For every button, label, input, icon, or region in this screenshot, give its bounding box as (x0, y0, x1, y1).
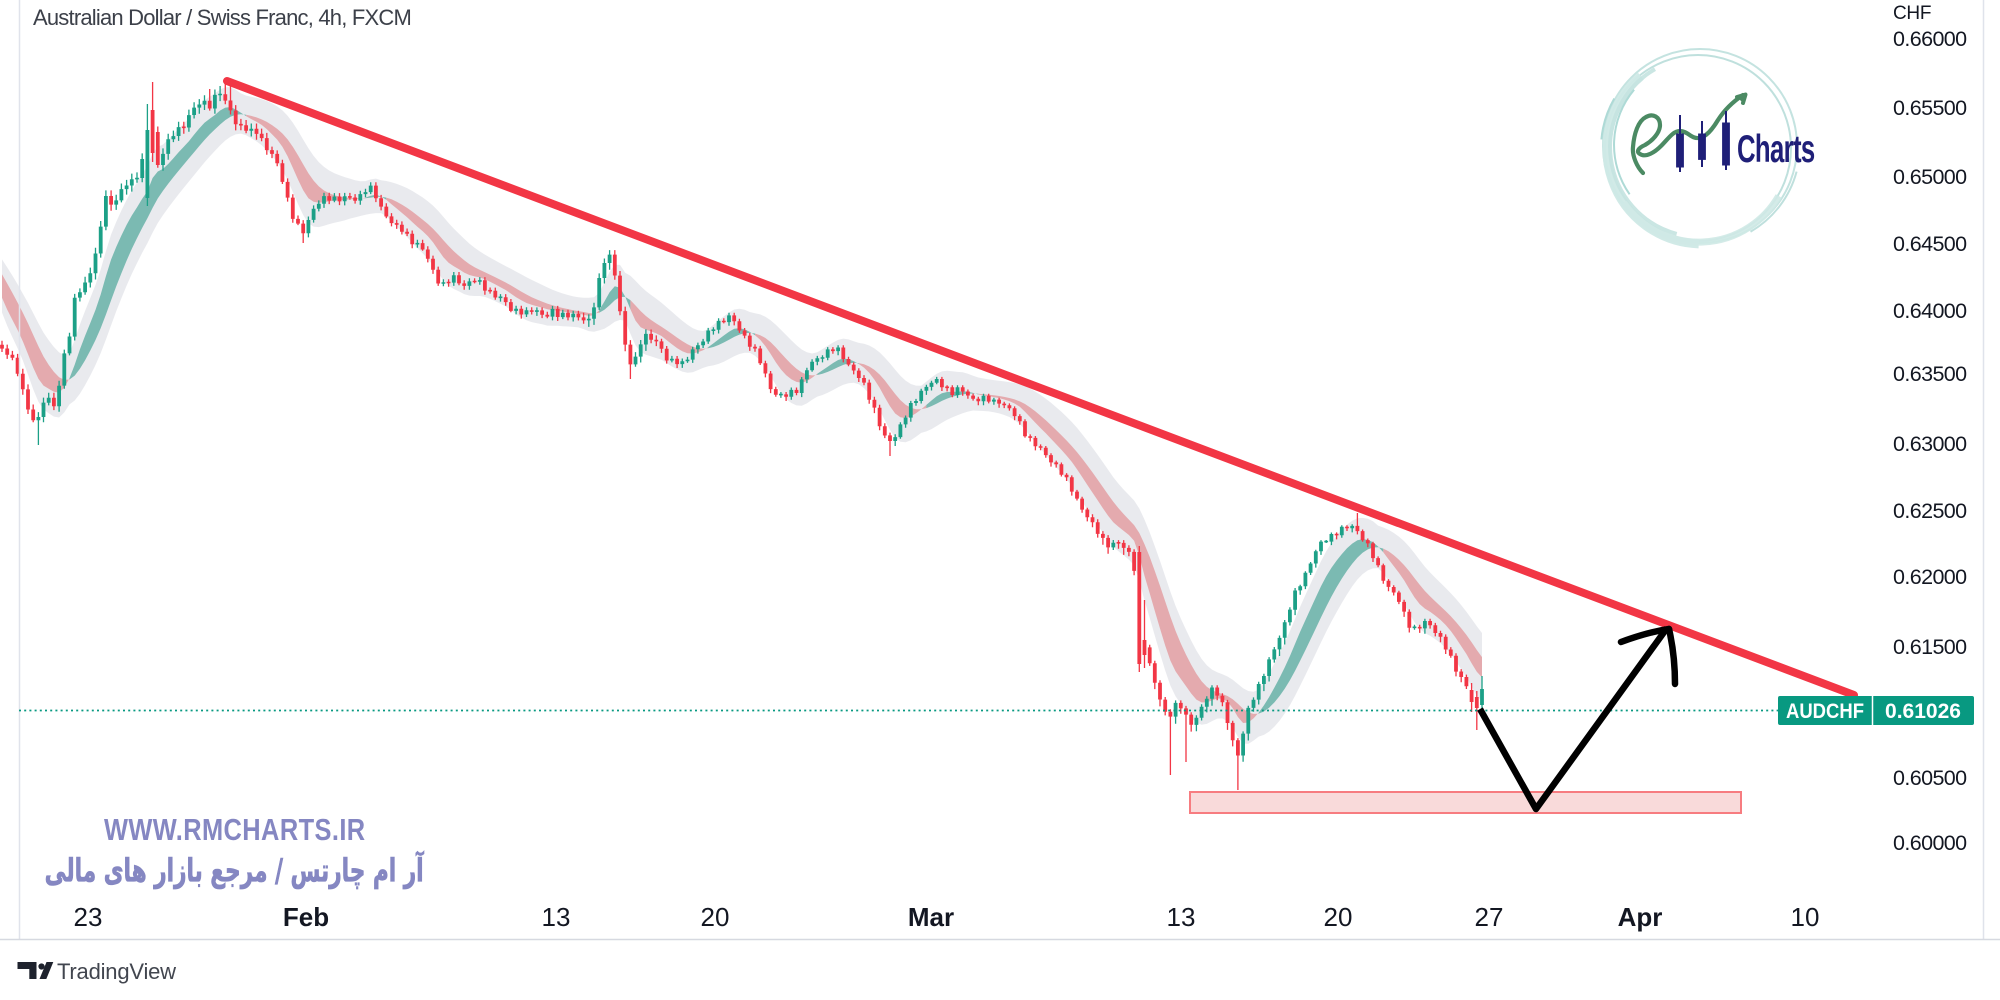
svg-text:Charts: Charts (1737, 128, 1815, 172)
svg-text:0.60000: 0.60000 (1893, 831, 1967, 855)
svg-text:0.63500: 0.63500 (1893, 362, 1967, 386)
svg-text:WWW.RMCHARTS.IR: WWW.RMCHARTS.IR (104, 813, 366, 848)
svg-text:0.64000: 0.64000 (1893, 299, 1967, 323)
svg-text:13: 13 (542, 902, 571, 932)
svg-text:0.64500: 0.64500 (1893, 232, 1967, 256)
svg-text:10: 10 (1791, 902, 1820, 932)
svg-text:0.63000: 0.63000 (1893, 432, 1967, 456)
svg-text:CHF: CHF (1893, 3, 1931, 24)
svg-text:Mar: Mar (908, 902, 954, 932)
svg-text:TradingView: TradingView (57, 959, 176, 984)
svg-text:0.60500: 0.60500 (1893, 766, 1967, 790)
svg-text:Apr: Apr (1618, 902, 1663, 932)
svg-text:Feb: Feb (283, 902, 329, 932)
svg-text:13: 13 (1167, 902, 1196, 932)
svg-text:0.61026: 0.61026 (1885, 700, 1961, 723)
svg-text:0.65000: 0.65000 (1893, 165, 1967, 189)
svg-text:Australian Dollar / Swiss Fran: Australian Dollar / Swiss Franc, 4h, FXC… (33, 5, 411, 30)
svg-text:20: 20 (1324, 902, 1353, 932)
svg-text:0.62500: 0.62500 (1893, 499, 1967, 523)
svg-text:0.66000: 0.66000 (1893, 27, 1967, 51)
svg-text:0.61500: 0.61500 (1893, 635, 1967, 659)
svg-text:20: 20 (701, 902, 730, 932)
svg-text:0.65500: 0.65500 (1893, 96, 1967, 120)
svg-text:23: 23 (74, 902, 103, 932)
svg-text:AUDCHF: AUDCHF (1786, 700, 1864, 723)
svg-text:27: 27 (1475, 902, 1504, 932)
svg-text:0.62000: 0.62000 (1893, 565, 1967, 589)
